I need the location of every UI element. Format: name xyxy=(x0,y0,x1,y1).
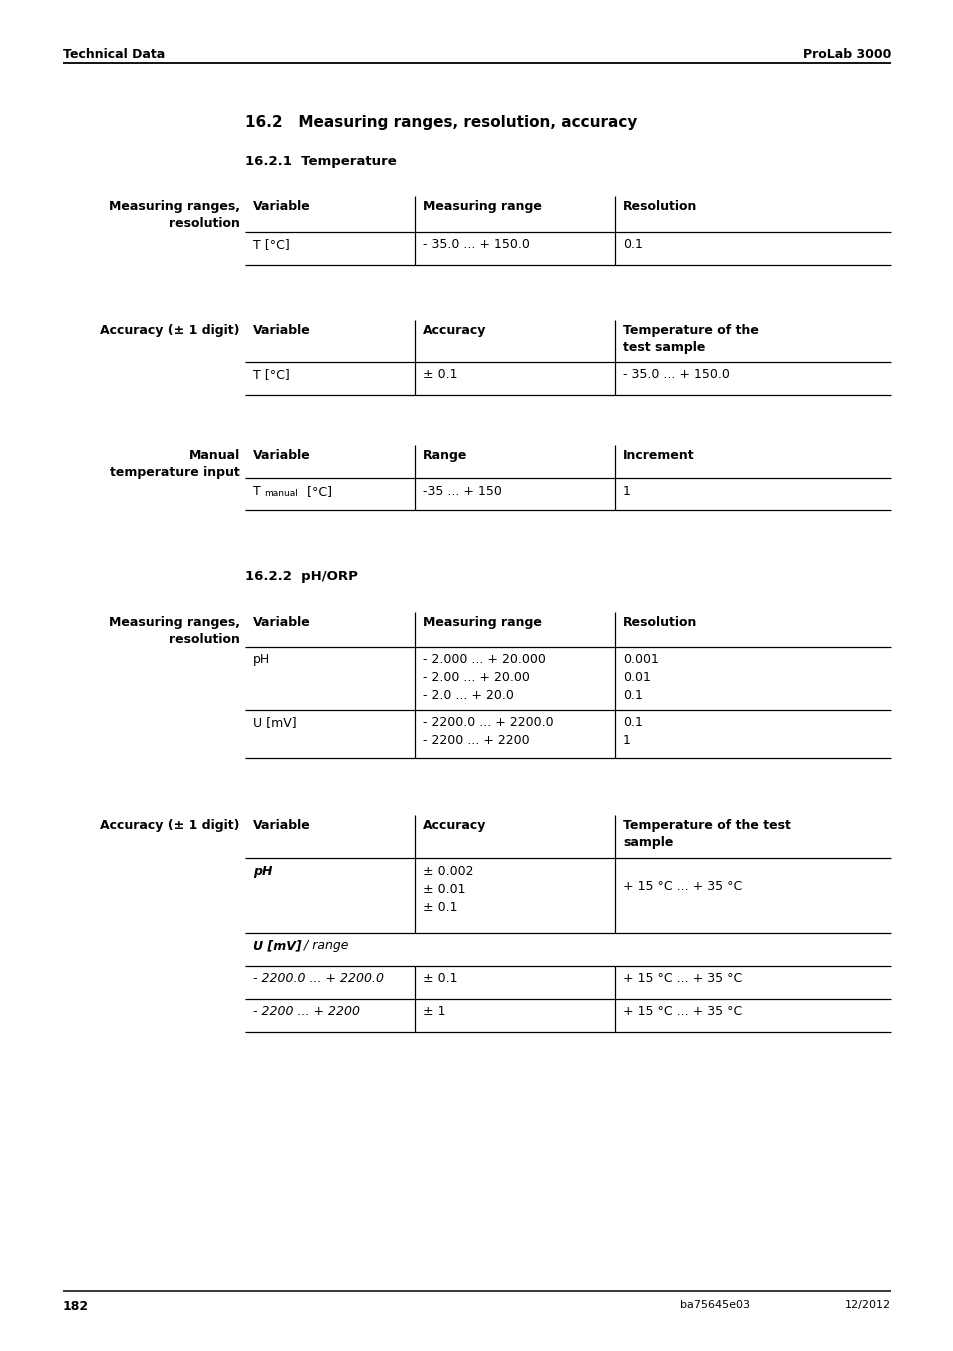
Text: pH: pH xyxy=(253,653,270,666)
Text: ± 0.002
± 0.01
± 0.1: ± 0.002 ± 0.01 ± 0.1 xyxy=(422,865,473,915)
Text: - 2200.0 ... + 2200.0
- 2200 ... + 2200: - 2200.0 ... + 2200.0 - 2200 ... + 2200 xyxy=(422,716,553,747)
Text: 16.2.1  Temperature: 16.2.1 Temperature xyxy=(245,155,396,168)
Text: 0.001
0.01
0.1: 0.001 0.01 0.1 xyxy=(622,653,659,703)
Text: + 15 °C ... + 35 °C: + 15 °C ... + 35 °C xyxy=(622,1005,741,1019)
Text: Measuring ranges,
resolution: Measuring ranges, resolution xyxy=(109,616,240,646)
Text: - 35.0 ... + 150.0: - 35.0 ... + 150.0 xyxy=(622,367,729,381)
Text: ProLab 3000: ProLab 3000 xyxy=(801,49,890,61)
Text: Variable: Variable xyxy=(253,616,311,630)
Text: Temperature of the test
sample: Temperature of the test sample xyxy=(622,819,790,848)
Text: Variable: Variable xyxy=(253,200,311,213)
Text: Measuring ranges,
resolution: Measuring ranges, resolution xyxy=(109,200,240,230)
Text: + 15 °C ... + 35 °C: + 15 °C ... + 35 °C xyxy=(622,880,741,893)
Text: - 2.000 ... + 20.000
- 2.00 ... + 20.00
- 2.0 ... + 20.0: - 2.000 ... + 20.000 - 2.00 ... + 20.00 … xyxy=(422,653,545,703)
Text: 182: 182 xyxy=(63,1300,89,1313)
Text: 12/2012: 12/2012 xyxy=(844,1300,890,1310)
Text: ba75645e03: ba75645e03 xyxy=(679,1300,749,1310)
Text: - 35.0 ... + 150.0: - 35.0 ... + 150.0 xyxy=(422,238,529,251)
Text: T: T xyxy=(253,485,260,499)
Text: Temperature of the
test sample: Temperature of the test sample xyxy=(622,324,758,354)
Text: 16.2   Measuring ranges, resolution, accuracy: 16.2 Measuring ranges, resolution, accur… xyxy=(245,115,637,130)
Text: Technical Data: Technical Data xyxy=(63,49,165,61)
Text: Resolution: Resolution xyxy=(622,616,697,630)
Text: Increment: Increment xyxy=(622,449,694,462)
Text: T [°C]: T [°C] xyxy=(253,367,290,381)
Text: Variable: Variable xyxy=(253,819,311,832)
Text: - 2200.0 ... + 2200.0: - 2200.0 ... + 2200.0 xyxy=(253,971,384,985)
Text: Accuracy: Accuracy xyxy=(422,324,486,336)
Text: 16.2.2  pH/ORP: 16.2.2 pH/ORP xyxy=(245,570,357,584)
Text: manual: manual xyxy=(264,489,297,499)
Text: 1: 1 xyxy=(622,485,630,499)
Text: T [°C]: T [°C] xyxy=(253,238,290,251)
Text: ± 0.1: ± 0.1 xyxy=(422,971,457,985)
Text: Measuring range: Measuring range xyxy=(422,200,541,213)
Text: / range: / range xyxy=(299,939,348,952)
Text: pH: pH xyxy=(253,865,273,878)
Text: Accuracy: Accuracy xyxy=(422,819,486,832)
Text: 0.1
1: 0.1 1 xyxy=(622,716,642,747)
Text: Variable: Variable xyxy=(253,449,311,462)
Text: U [mV]: U [mV] xyxy=(253,716,296,730)
Text: Variable: Variable xyxy=(253,324,311,336)
Text: 0.1: 0.1 xyxy=(622,238,642,251)
Text: Resolution: Resolution xyxy=(622,200,697,213)
Text: Accuracy (± 1 digit): Accuracy (± 1 digit) xyxy=(100,324,240,336)
Text: ± 0.1: ± 0.1 xyxy=(422,367,457,381)
Text: + 15 °C ... + 35 °C: + 15 °C ... + 35 °C xyxy=(622,971,741,985)
Text: Measuring range: Measuring range xyxy=(422,616,541,630)
Text: -35 ... + 150: -35 ... + 150 xyxy=(422,485,501,499)
Text: U [mV]: U [mV] xyxy=(253,939,301,952)
Text: [°C]: [°C] xyxy=(303,485,332,499)
Text: ± 1: ± 1 xyxy=(422,1005,445,1019)
Text: Range: Range xyxy=(422,449,467,462)
Text: Manual
temperature input: Manual temperature input xyxy=(111,449,240,480)
Text: - 2200 ... + 2200: - 2200 ... + 2200 xyxy=(253,1005,359,1019)
Text: Accuracy (± 1 digit): Accuracy (± 1 digit) xyxy=(100,819,240,832)
